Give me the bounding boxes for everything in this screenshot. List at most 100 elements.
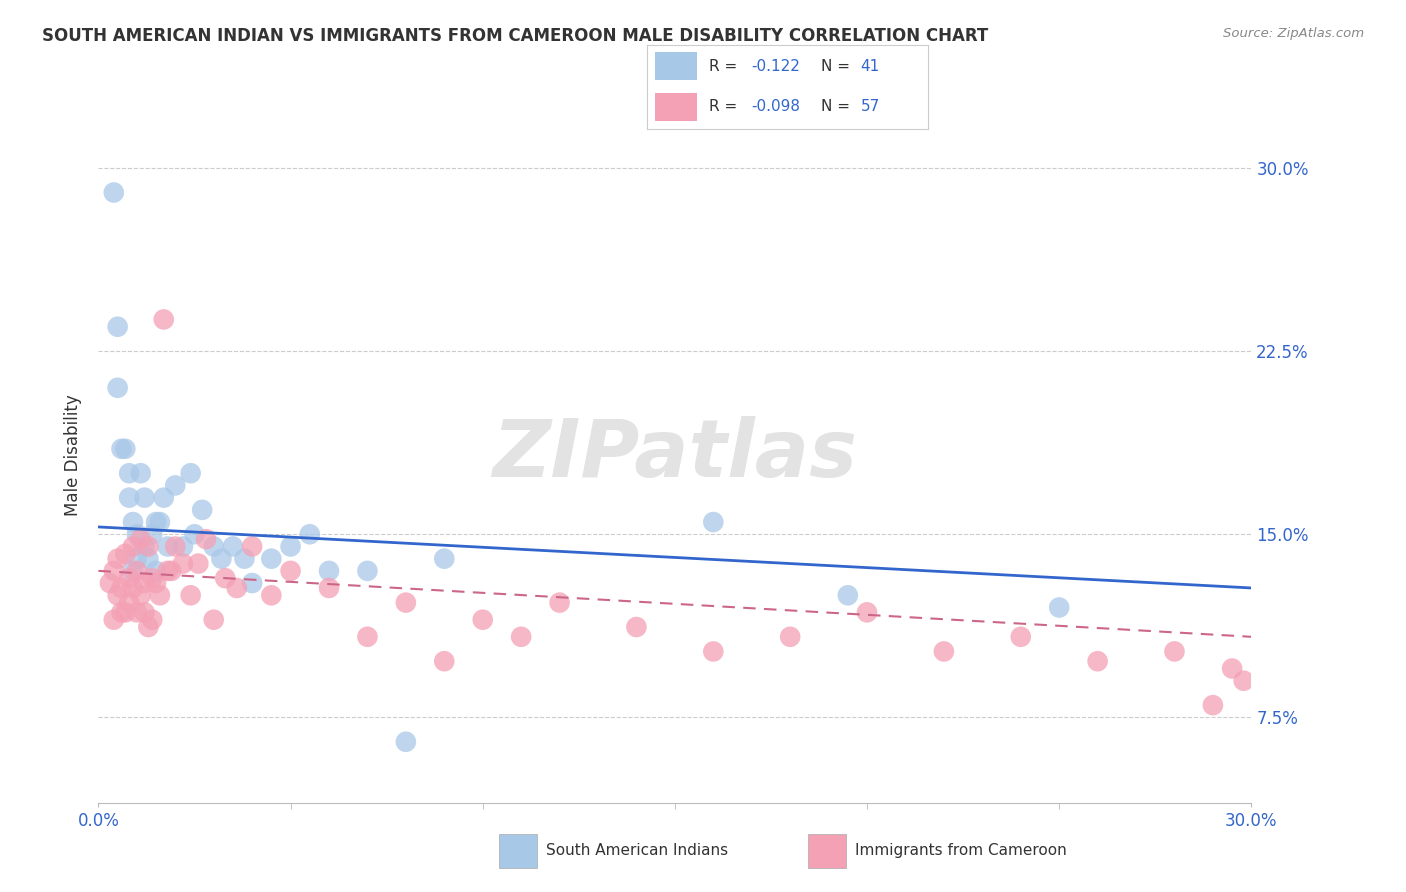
Point [103, 186, 125, 200]
Point [103, 564, 125, 578]
Text: -0.122: -0.122 [751, 59, 800, 74]
Point [1233, 673, 1256, 688]
Point [125, 527, 148, 541]
Point [1010, 630, 1032, 644]
Point [1163, 644, 1185, 658]
Point [165, 540, 187, 554]
Point [138, 551, 160, 566]
Point [134, 491, 156, 505]
Point [187, 557, 209, 571]
Point [110, 581, 132, 595]
Point [260, 588, 283, 602]
Bar [655, 93, 697, 120]
Point [138, 540, 160, 554]
Point [145, 515, 167, 529]
Point [1202, 698, 1225, 713]
Point [225, 581, 247, 595]
Point [122, 564, 145, 578]
Point [183, 527, 205, 541]
Point [129, 532, 152, 546]
Point [134, 576, 156, 591]
Point [191, 503, 214, 517]
Point [118, 467, 141, 481]
Point [114, 606, 136, 620]
Point [510, 630, 533, 644]
Point [149, 588, 172, 602]
Point [114, 442, 136, 456]
Point [779, 630, 801, 644]
Point [122, 540, 145, 554]
Point [702, 515, 724, 529]
Text: R =: R = [709, 59, 742, 74]
Point [156, 540, 179, 554]
Point [318, 564, 340, 578]
Point [702, 644, 724, 658]
Point [202, 613, 225, 627]
Point [280, 540, 302, 554]
Text: 57: 57 [860, 99, 880, 114]
Point [240, 540, 263, 554]
Point [141, 571, 163, 585]
Point [165, 478, 187, 492]
Point [626, 620, 648, 634]
Point [298, 527, 321, 541]
Point [160, 564, 183, 578]
Point [356, 630, 378, 644]
Point [433, 654, 456, 668]
Point [318, 581, 340, 595]
Text: Immigrants from Cameroon: Immigrants from Cameroon [855, 844, 1067, 858]
Point [107, 319, 129, 334]
Point [395, 596, 418, 610]
Point [138, 620, 160, 634]
Point [837, 588, 859, 602]
Text: N =: N = [821, 59, 855, 74]
Point [202, 540, 225, 554]
Point [107, 551, 129, 566]
Text: 41: 41 [860, 59, 880, 74]
Point [1220, 661, 1243, 675]
Text: -0.098: -0.098 [751, 99, 800, 114]
Point [356, 564, 378, 578]
Point [280, 564, 302, 578]
Bar [655, 53, 697, 80]
Point [118, 571, 141, 585]
Point [932, 644, 955, 658]
Point [141, 527, 163, 541]
Point [129, 588, 152, 602]
Point [548, 596, 571, 610]
Point [103, 613, 125, 627]
Point [122, 581, 145, 595]
Point [180, 588, 202, 602]
Point [141, 613, 163, 627]
Point [107, 588, 129, 602]
Point [125, 551, 148, 566]
Point [214, 571, 236, 585]
Y-axis label: Male Disability: Male Disability [65, 394, 83, 516]
Point [172, 540, 194, 554]
Point [134, 606, 156, 620]
Point [118, 596, 141, 610]
Point [114, 547, 136, 561]
Point [145, 564, 167, 578]
Point [1047, 600, 1070, 615]
Point [125, 564, 148, 578]
Text: R =: R = [709, 99, 742, 114]
Point [1087, 654, 1109, 668]
Point [233, 551, 256, 566]
Point [856, 606, 879, 620]
Point [260, 551, 283, 566]
Point [129, 467, 152, 481]
Text: SOUTH AMERICAN INDIAN VS IMMIGRANTS FROM CAMEROON MALE DISABILITY CORRELATION CH: SOUTH AMERICAN INDIAN VS IMMIGRANTS FROM… [42, 27, 988, 45]
Point [118, 491, 141, 505]
Point [110, 606, 132, 620]
Point [152, 491, 174, 505]
Text: South American Indians: South American Indians [546, 844, 728, 858]
Bar [808, 834, 846, 868]
Point [134, 540, 156, 554]
Point [152, 312, 174, 326]
Point [125, 606, 148, 620]
Point [172, 557, 194, 571]
Point [122, 515, 145, 529]
Point [195, 532, 218, 546]
Text: N =: N = [821, 99, 855, 114]
